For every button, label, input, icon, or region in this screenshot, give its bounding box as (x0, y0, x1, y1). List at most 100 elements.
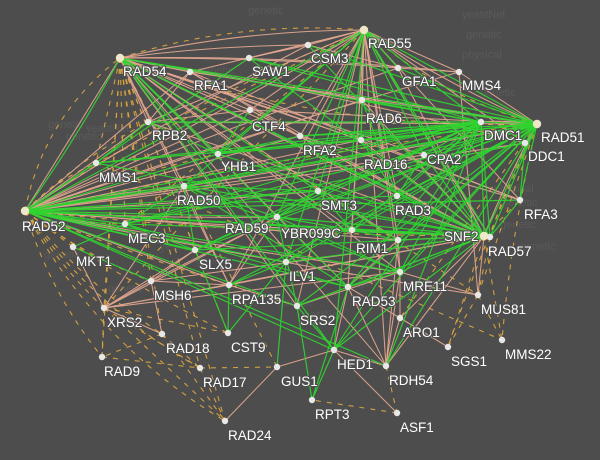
edge-yeastnet (24, 57, 250, 212)
graph-node-rad6[interactable] (358, 96, 366, 104)
graph-node-rad52[interactable] (20, 206, 30, 216)
edge-yeastnet (351, 121, 482, 231)
graph-node-mkt1[interactable] (69, 243, 77, 251)
edge-physical (189, 71, 521, 201)
edge-yeastnet (317, 29, 365, 192)
edge-genetic (24, 210, 103, 358)
graph-node-ybr099c[interactable] (348, 226, 356, 234)
graph-node-cst9[interactable] (224, 329, 232, 337)
node-label-mms1: MMS1 (99, 170, 138, 185)
edge-yeastnet (483, 123, 538, 237)
graph-node-rfa1[interactable] (186, 68, 194, 76)
graph-node-mms22[interactable] (498, 336, 506, 344)
graph-node-srs2[interactable] (293, 302, 301, 310)
graph-node-rad59[interactable] (273, 213, 281, 221)
graph-node-csm3[interactable] (304, 41, 312, 49)
graph-node-rad50[interactable] (180, 182, 188, 190)
edge-physical (103, 284, 230, 309)
edge-yeastnet (183, 185, 401, 273)
edge-yeastnet (351, 229, 399, 241)
node-label-rad16: RAD16 (364, 157, 408, 172)
graph-node-rad16[interactable] (357, 136, 365, 144)
node-label-rfa1: RFA1 (194, 78, 228, 93)
edge-genetic (24, 210, 105, 309)
edge-genetic (447, 123, 538, 348)
graph-node-sgs1[interactable] (444, 343, 452, 351)
graph-node-rfa3[interactable] (516, 196, 524, 204)
graph-node-asf1[interactable] (393, 409, 401, 417)
graph-node-mre11[interactable] (396, 268, 404, 276)
graph-node-rfa2[interactable] (296, 132, 304, 140)
graph-node-rad57[interactable] (486, 233, 494, 241)
graph-node-hed1[interactable] (330, 346, 338, 354)
edge-physical (385, 239, 399, 367)
background-watermark: genetic (466, 29, 502, 41)
graph-node-rpt3[interactable] (308, 396, 316, 404)
node-label-rfa2: RFA2 (303, 143, 337, 158)
graph-node-mec3[interactable] (121, 220, 129, 228)
graph-node-gus1[interactable] (273, 363, 281, 371)
edge-physical (147, 121, 485, 237)
edge-physical (150, 280, 230, 286)
graph-node-msh6[interactable] (147, 277, 155, 285)
background-watermark: genetic (520, 241, 556, 253)
graph-node-ctf4[interactable] (246, 106, 254, 114)
graph-node-dmc1[interactable] (477, 118, 485, 126)
edge-yeastnet (489, 199, 521, 238)
edge-genetic (24, 210, 126, 225)
edge-yeastnet (285, 29, 365, 263)
graph-node-aro1[interactable] (396, 314, 404, 322)
edge-physical (347, 286, 401, 319)
edge-yeastnet (296, 305, 335, 351)
node-label-rad50: RAD50 (177, 193, 221, 208)
graph-node-ddc1[interactable] (521, 139, 529, 147)
graph-node-rad17[interactable] (196, 364, 204, 372)
edge-yeastnet (24, 210, 287, 263)
graph-node-rad54[interactable] (115, 53, 125, 63)
background-watermark: genetic (248, 5, 284, 17)
graph-node-rpa135[interactable] (225, 281, 233, 289)
graph-node-rim1[interactable] (394, 236, 402, 244)
edge-physical (351, 29, 365, 231)
edge-yeastnet (276, 216, 485, 237)
edge-genetic (199, 367, 226, 422)
graph-node-rad9[interactable] (98, 353, 106, 361)
edge-yeastnet (194, 235, 485, 251)
node-label-cst9: CST9 (231, 340, 266, 355)
graph-node-rad18[interactable] (158, 330, 166, 338)
edge-yeastnet (299, 121, 482, 137)
edge-genetic (101, 356, 201, 369)
node-label-mec3: MEC3 (128, 231, 166, 246)
graph-node-rpb2[interactable] (144, 118, 152, 126)
graph-node-rad3[interactable] (393, 192, 401, 200)
edge-genetic (103, 307, 226, 422)
graph-node-xrs2[interactable] (100, 304, 108, 312)
edge-physical (119, 44, 309, 59)
graph-node-rad51[interactable] (532, 119, 542, 129)
edge-yeastnet (311, 349, 335, 401)
graph-node-slx5[interactable] (191, 246, 199, 254)
graph-node-rad55[interactable] (359, 25, 369, 35)
edge-yeastnet (363, 29, 538, 125)
edge-genetic (477, 294, 503, 341)
graph-node-ilv1[interactable] (282, 258, 290, 266)
graph-node-rad24[interactable] (221, 417, 229, 425)
graph-node-mms4[interactable] (455, 68, 463, 76)
graph-node-smt3[interactable] (314, 187, 322, 195)
edge-physical (24, 210, 399, 241)
graph-node-rad53[interactable] (344, 283, 352, 291)
graph-node-gfa1[interactable] (394, 64, 402, 72)
graph-node-mms1[interactable] (92, 159, 100, 167)
graph-node-snf2[interactable] (479, 231, 489, 241)
graph-node-saw1[interactable] (245, 54, 253, 62)
graph-node-yhb1[interactable] (214, 150, 222, 158)
graph-node-rdh54[interactable] (382, 362, 390, 370)
graph-node-cpa2[interactable] (420, 151, 428, 159)
node-label-rad59: RAD59 (225, 221, 269, 236)
node-layer[interactable] (20, 25, 542, 425)
graph-node-mus81[interactable] (474, 291, 482, 299)
edge-yeastnet (119, 57, 319, 192)
edge-yeastnet (385, 121, 482, 367)
